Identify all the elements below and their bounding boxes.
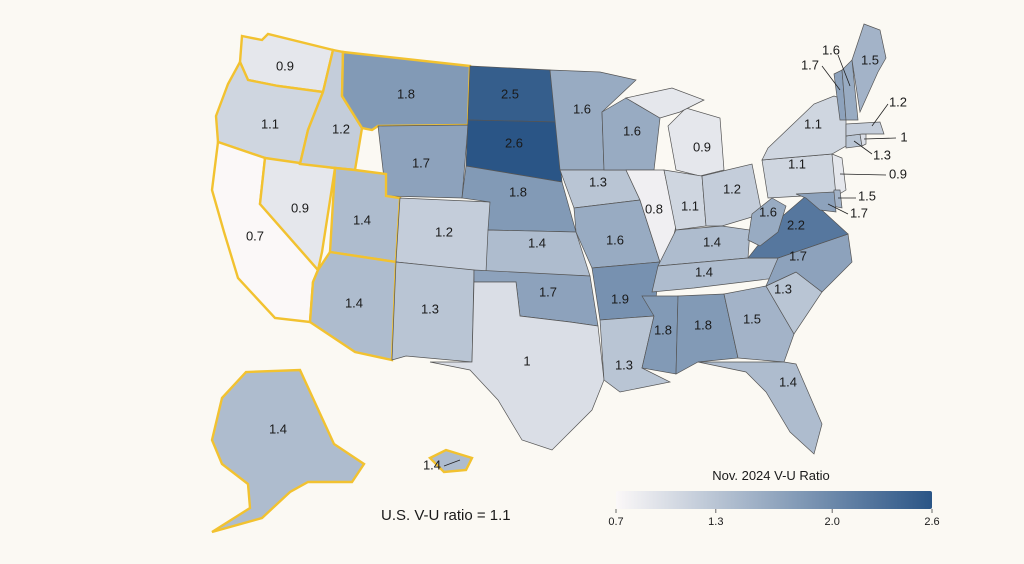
state-label-hi: 1.4 [423,457,441,472]
state-shape-ms [641,295,679,375]
state-shape-ny [761,95,847,161]
state-label-ct: 1.3 [873,147,891,162]
state-shape-ga [723,285,795,363]
state-label-nd: 2.5 [501,86,519,101]
leader-line-md [827,203,849,215]
state-shape-md [795,191,837,213]
state-label-ny: 1.1 [804,116,822,131]
state-label-id: 1.2 [332,121,350,136]
legend-tick-label: 2.6 [924,516,939,528]
state-label-md: 1.7 [850,205,868,220]
state-label-az: 1.4 [345,295,363,310]
state-label-ca: 0.7 [246,228,264,243]
state-label-pa: 1.1 [788,156,806,171]
state-label-nm: 1.3 [421,301,439,316]
legend-title: Nov. 2024 V-U Ratio [712,468,830,483]
leader-lines [443,54,897,467]
state-label-ks: 1.4 [528,235,546,250]
state-label-ms: 1.8 [654,322,672,337]
leader-line-vt [821,65,841,91]
us-ratio-note: U.S. V-U ratio = 1.1 [381,507,511,524]
legend-colorbar [616,491,932,509]
state-label-ak: 1.4 [269,421,287,436]
leader-line-hi [443,459,461,467]
state-label-nv: 0.9 [291,200,309,215]
state-label-tx: 1 [523,353,530,368]
state-label-or: 1.1 [261,116,279,131]
state-shape-al [675,293,739,375]
state-label-mn: 1.6 [573,101,591,116]
state-label-al: 1.8 [694,317,712,332]
state-label-mt: 1.8 [397,86,415,101]
state-label-ma: 1.2 [889,94,907,109]
legend: Nov. 2024 V-U Ratio 0.7 1.3 2.0 2.6 [608,468,939,528]
state-label-ut: 1.4 [353,212,371,227]
state-label-nh: 1.6 [822,42,840,57]
legend-tick-label: 1.3 [708,516,723,528]
state-shape-me [851,23,887,114]
state-shape-hi [427,448,474,474]
state-shape-ma [845,121,885,137]
state-label-va: 2.2 [787,217,805,232]
state-label-ky: 1.4 [703,234,721,249]
leader-line-nj [839,173,887,176]
leader-line-ct [853,140,873,155]
state-label-il: 0.8 [645,201,663,216]
state-label-ar: 1.9 [611,291,629,306]
state-label-nc: 1.7 [789,248,807,263]
state-label-ne: 1.8 [509,184,527,199]
states-layer [210,23,887,534]
legend-tick-label: 2.0 [825,516,840,528]
state-shape-oh [701,163,763,227]
leader-line-nh [837,54,851,87]
state-label-de: 1.5 [858,188,876,203]
state-shape-nm [391,261,475,363]
state-shape-ky [657,225,751,267]
state-label-ga: 1.5 [743,311,761,326]
state-label-me: 1.5 [861,52,879,67]
state-label-tn: 1.4 [695,264,713,279]
state-shape-ak [210,368,366,534]
state-label-sc: 1.3 [774,281,792,296]
state-label-co: 1.2 [435,224,453,239]
legend-ticks: 0.7 1.3 2.0 2.6 [608,509,940,528]
state-label-wi: 1.6 [623,123,641,138]
state-shape-id [298,48,364,172]
leader-line-ma [871,103,889,127]
state-shape-fl [697,361,823,455]
state-label-ia: 1.3 [589,174,607,189]
state-label-wy: 1.7 [412,155,430,170]
state-shape-nj [831,153,847,197]
state-label-wa: 0.9 [276,58,294,73]
state-label-la: 1.3 [615,357,633,372]
state-label-vt: 1.7 [801,57,819,72]
legend-tick-label: 0.7 [608,516,623,528]
state-label-oh: 1.2 [723,181,741,196]
state-labels: 0.9 1.1 0.7 0.9 1.2 1.8 1.7 1.4 1.4 1.2 1.3 2.5 2.6 1… [246,42,908,472]
leader-line-ri [863,137,897,140]
state-label-sd: 2.6 [505,135,523,150]
state-label-mi: 0.9 [693,139,711,154]
state-label-ri: 1 [900,129,907,144]
state-label-fl: 1.4 [779,374,797,389]
state-shape-mi-upper [625,87,705,119]
state-label-nj: 0.9 [889,166,907,181]
state-shape-tx [429,281,605,451]
state-label-wv: 1.6 [759,204,777,219]
state-label-ok: 1.7 [539,284,557,299]
state-label-mo: 1.6 [606,232,624,247]
state-label-in: 1.1 [681,198,699,213]
